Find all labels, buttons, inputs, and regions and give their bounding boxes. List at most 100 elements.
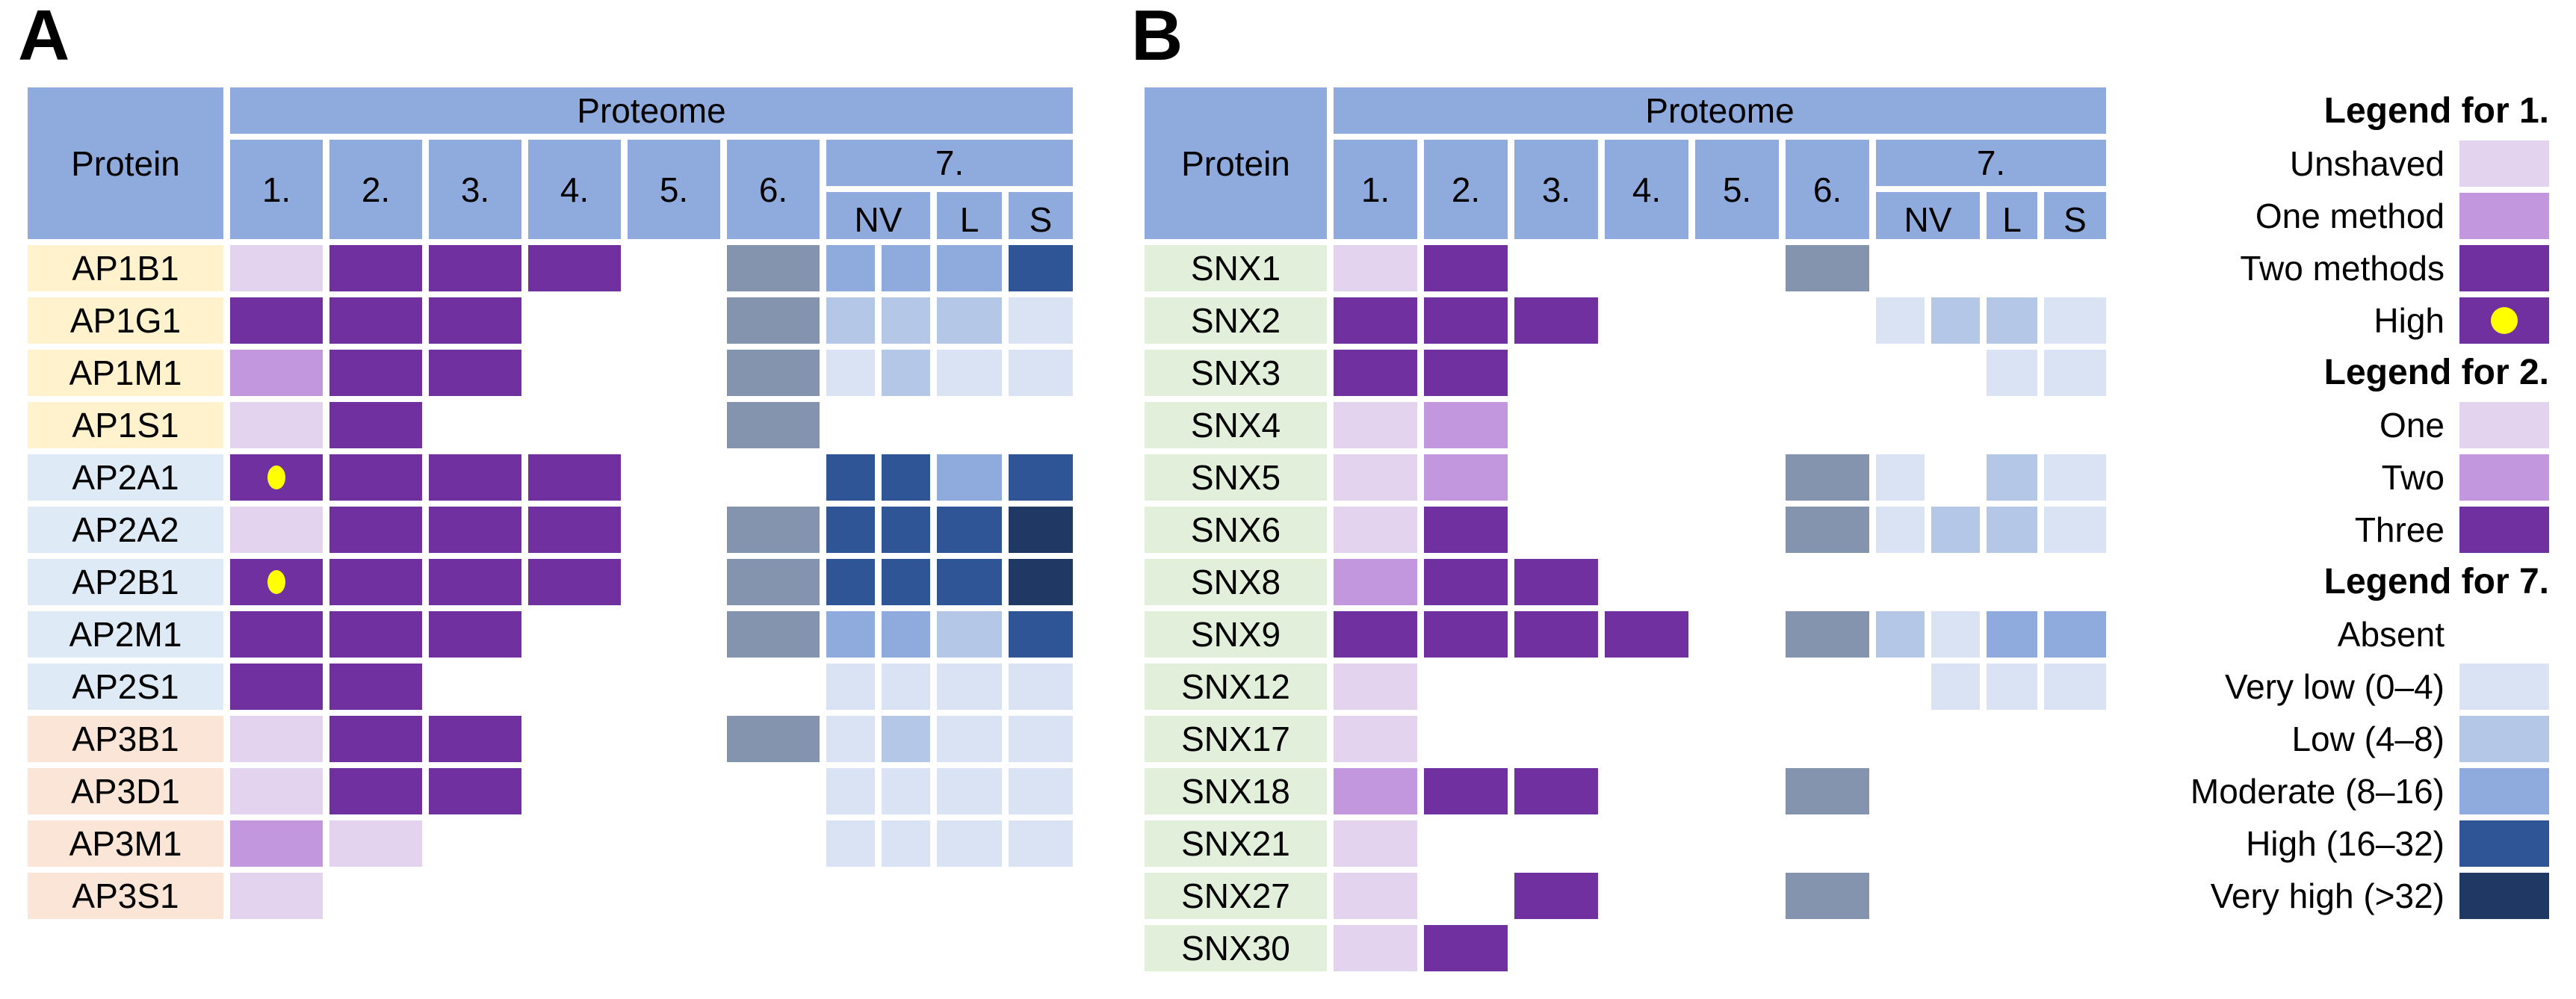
proteome-column-header-7: 7. bbox=[1876, 140, 2106, 186]
legend-entry: Unshaved bbox=[2149, 140, 2549, 187]
matrix-cell bbox=[826, 611, 875, 658]
matrix-cell bbox=[429, 768, 521, 814]
matrix-cell bbox=[230, 507, 323, 553]
matrix-cell bbox=[429, 350, 521, 396]
legend-entry: Two methods bbox=[2149, 245, 2549, 291]
matrix-cell bbox=[1514, 768, 1598, 814]
matrix-cell bbox=[727, 559, 820, 605]
legend-entry-label: High bbox=[2374, 301, 2445, 340]
matrix-cell bbox=[882, 820, 930, 867]
matrix-cell bbox=[937, 454, 1002, 501]
legend-entry: Three bbox=[2149, 507, 2549, 553]
legend-entry-label: High (16–32) bbox=[2246, 824, 2445, 863]
row-label: AP3M1 bbox=[28, 820, 223, 867]
matrix-cell bbox=[1334, 873, 1417, 919]
matrix-cell bbox=[230, 820, 323, 867]
legend-entry: One bbox=[2149, 402, 2549, 448]
protein-column-header: Protein bbox=[1145, 87, 1327, 239]
matrix-cell bbox=[429, 245, 521, 291]
matrix-cell bbox=[937, 768, 1002, 814]
matrix-cell bbox=[1876, 611, 1925, 658]
matrix-cell bbox=[882, 454, 930, 501]
matrix-cell bbox=[230, 245, 323, 291]
legend-entry-label: Three bbox=[2354, 510, 2445, 549]
matrix-cell bbox=[1786, 768, 1869, 814]
row-label: SNX3 bbox=[1145, 350, 1327, 396]
matrix-cell bbox=[230, 350, 323, 396]
row-label: SNX8 bbox=[1145, 559, 1327, 605]
matrix-cell bbox=[1876, 454, 1925, 501]
matrix-cell bbox=[826, 559, 875, 605]
legend-swatch bbox=[2459, 716, 2549, 762]
legend-entry-label: Very high (>32) bbox=[2210, 876, 2445, 915]
legend-entry-label: Low (4–8) bbox=[2291, 720, 2445, 758]
legend-entry-label: Two bbox=[2381, 458, 2445, 497]
matrix-cell bbox=[826, 820, 875, 867]
matrix-cell bbox=[230, 454, 323, 501]
matrix-cell bbox=[329, 559, 422, 605]
matrix-cell bbox=[2044, 664, 2106, 710]
matrix-cell bbox=[1009, 716, 1073, 762]
matrix-cell bbox=[429, 507, 521, 553]
legend-entry-label: Unshaved bbox=[2289, 144, 2445, 183]
matrix-cell bbox=[329, 716, 422, 762]
matrix-cell bbox=[1514, 611, 1598, 658]
matrix-cell bbox=[727, 716, 820, 762]
legend-entry-label: One method bbox=[2255, 197, 2445, 235]
proteome-column-header-3: 3. bbox=[1514, 140, 1598, 239]
matrix-cell bbox=[1334, 350, 1417, 396]
matrix-cell bbox=[882, 297, 930, 344]
matrix-cell bbox=[1334, 768, 1417, 814]
matrix-cell bbox=[937, 507, 1002, 553]
matrix-cell bbox=[882, 350, 930, 396]
matrix-cell bbox=[727, 611, 820, 658]
panel-a-label: A bbox=[18, 0, 70, 75]
matrix-cell bbox=[2044, 507, 2106, 553]
matrix-cell bbox=[1334, 402, 1417, 448]
legend-entry-label: Two methods bbox=[2240, 249, 2445, 288]
matrix-cell bbox=[1424, 402, 1508, 448]
row-label: SNX4 bbox=[1145, 402, 1327, 448]
sub-header-s: S bbox=[1009, 192, 1073, 239]
legend-swatch bbox=[2459, 193, 2549, 239]
matrix-cell bbox=[329, 454, 422, 501]
matrix-cell bbox=[1334, 664, 1417, 710]
matrix-cell bbox=[1786, 507, 1869, 553]
matrix-cell bbox=[329, 611, 422, 658]
matrix-cell bbox=[937, 350, 1002, 396]
matrix-cell bbox=[1424, 297, 1508, 344]
row-label: AP1G1 bbox=[28, 297, 223, 344]
matrix-cell bbox=[1334, 559, 1417, 605]
matrix-cell bbox=[937, 820, 1002, 867]
matrix-cell bbox=[937, 716, 1002, 762]
matrix-cell bbox=[882, 245, 930, 291]
legend-entry: Moderate (8–16) bbox=[2149, 768, 2549, 814]
matrix-cell bbox=[429, 559, 521, 605]
matrix-cell bbox=[329, 768, 422, 814]
matrix-cell bbox=[826, 454, 875, 501]
legend-swatch bbox=[2459, 507, 2549, 553]
proteome-column-header-3: 3. bbox=[429, 140, 521, 239]
matrix-cell bbox=[882, 716, 930, 762]
matrix-cell bbox=[727, 245, 820, 291]
matrix-cell bbox=[1009, 768, 1073, 814]
matrix-cell bbox=[826, 297, 875, 344]
matrix-cell bbox=[1334, 820, 1417, 867]
proteome-column-header-6: 6. bbox=[1786, 140, 1869, 239]
matrix-cell bbox=[1786, 873, 1869, 919]
matrix-cell bbox=[1009, 664, 1073, 710]
matrix-cell bbox=[1334, 507, 1417, 553]
high-marker-dot bbox=[267, 466, 285, 489]
proteome-column-header-1: 1. bbox=[1334, 140, 1417, 239]
row-label: SNX30 bbox=[1145, 925, 1327, 971]
matrix-cell bbox=[1334, 454, 1417, 501]
matrix-cell bbox=[329, 507, 422, 553]
row-label: SNX6 bbox=[1145, 507, 1327, 553]
matrix-cell bbox=[882, 611, 930, 658]
matrix-cell bbox=[329, 297, 422, 344]
matrix-cell bbox=[1987, 611, 2037, 658]
legend-entry-label: Very low (0–4) bbox=[2224, 667, 2445, 706]
legend-entry: High (16–32) bbox=[2149, 820, 2549, 867]
panel-b-heatmap-table: Protein Proteome 1. 2. 3. 4. 5. 6. 7. NV L S SNX1 SNX… bbox=[1145, 87, 2106, 971]
matrix-cell bbox=[937, 559, 1002, 605]
